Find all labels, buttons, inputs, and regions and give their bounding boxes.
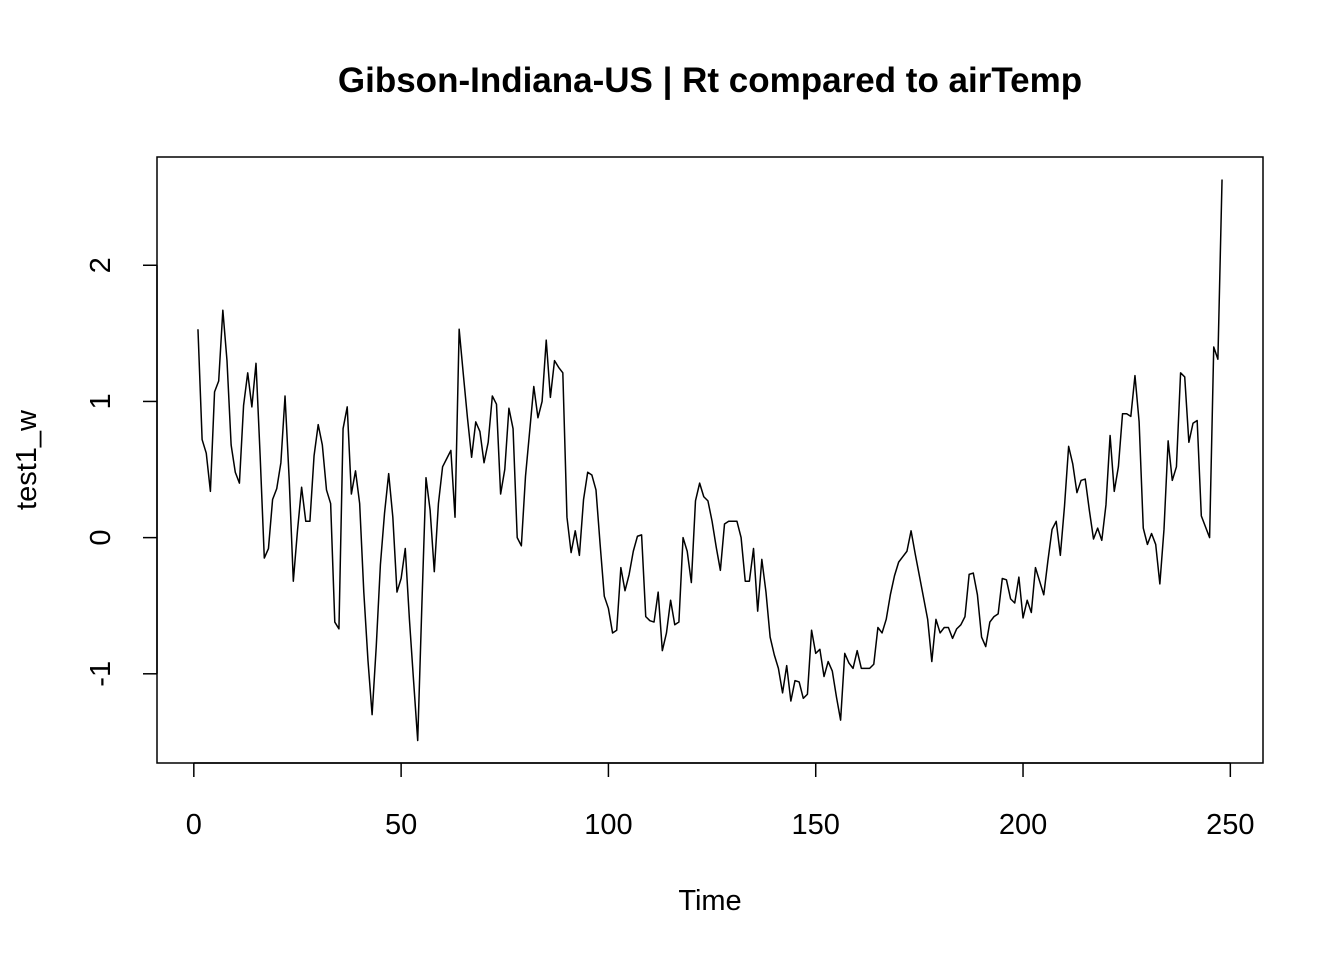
- y-axis-label: test1_w: [11, 409, 43, 510]
- line-series: [197, 179, 1223, 742]
- x-tick-label: 100: [584, 809, 632, 841]
- plot-box: [156, 156, 1264, 764]
- x-tick-label: 200: [999, 809, 1047, 841]
- x-tick-label: 150: [792, 809, 840, 841]
- x-tick-label: 50: [385, 809, 417, 841]
- y-tick-label: 0: [85, 530, 117, 546]
- y-tick-label: 2: [85, 257, 117, 273]
- y-tick-label: -1: [85, 661, 117, 687]
- y-tick-label: 1: [85, 393, 117, 409]
- chart-title: Gibson-Indiana-US | Rt compared to airTe…: [338, 61, 1082, 100]
- x-tick-label: 0: [186, 809, 202, 841]
- x-axis-label: Time: [678, 885, 741, 917]
- x-tick-label: 250: [1206, 809, 1254, 841]
